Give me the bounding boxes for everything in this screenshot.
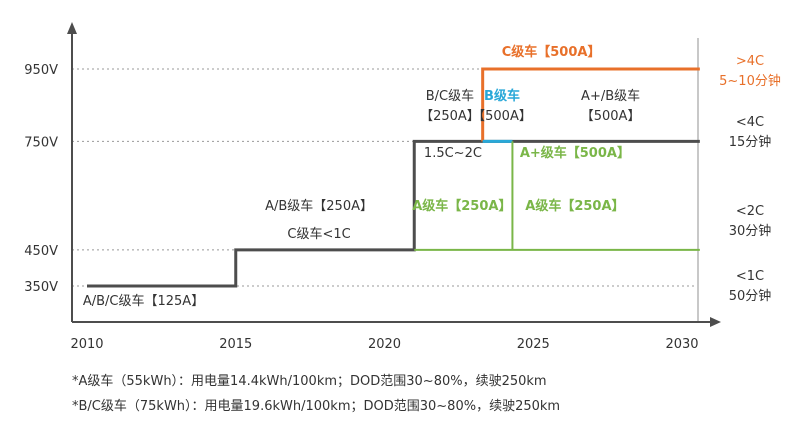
x-tick-label-2025: 2025 (517, 337, 550, 352)
footnote-bc-class: *B/C级车（75kWh）：用电量19.6kWh/100km；DOD范围30~8… (72, 399, 561, 414)
footnote-a-class: *A级车（55kWh）：用电量14.4kWh/100km；DOD范围30~80%… (72, 374, 547, 389)
y-tick-label-950: 950V (24, 63, 58, 78)
y-tick-label-750: 750V (24, 135, 58, 150)
annotation-4: 【250A】 (420, 109, 480, 124)
annotation-1: A/B级车【250A】 (265, 198, 373, 214)
axes: 350V 450V 750V 950V 2010 2015 2020 2025 2030 (24, 22, 721, 352)
annotation-12: A+级车【500A】 (520, 145, 630, 161)
rate-label-2: <2C (736, 204, 764, 219)
x-tick-label-2015: 2015 (219, 337, 252, 352)
annotation-3: B/C级车 (426, 88, 474, 104)
series-line-1 (481, 67, 700, 142)
x-tick-label-2030: 2030 (665, 337, 698, 352)
annotation-9: 【500A】 (472, 109, 532, 124)
annotation-5: 1.5C~2C (424, 146, 482, 161)
rate-label-3: <1C (736, 269, 764, 284)
time-label-1: 15分钟 (729, 134, 772, 150)
annotation-2: C级车<1C (287, 226, 350, 242)
rate-label-0: >4C (736, 54, 764, 69)
annotation-10: A+/B级车 (581, 88, 640, 104)
time-label-3: 50分钟 (729, 288, 772, 304)
y-tick-label-450: 450V (24, 244, 58, 259)
annotation-6: A级车【250A】 (412, 198, 511, 214)
y-tick-label-350: 350V (24, 280, 58, 295)
time-label-2: 30分钟 (729, 223, 772, 239)
annotation-0: A/B/C级车【125A】 (83, 293, 204, 309)
rate-label-1: <4C (736, 115, 764, 130)
y-axis-arrow (67, 22, 77, 34)
annotations: A/B/C级车【125A】 A/B级车【250A】 C级车<1C B/C级车【250A… (83, 44, 781, 309)
time-label-0: 5~10分钟 (719, 73, 781, 89)
annotation-8: B级车 (484, 88, 520, 104)
series-line-0 (87, 139, 700, 288)
x-tick-label-2020: 2020 (368, 337, 401, 352)
annotation-13: A级车【250A】 (525, 198, 624, 214)
annotation-11: 【500A】 (581, 109, 641, 124)
x-tick-label-2010: 2010 (70, 337, 103, 352)
series-lines (87, 67, 700, 288)
x-axis-arrow (710, 317, 721, 327)
annotation-7: C级车【500A】 (502, 44, 601, 60)
grid-lines (72, 38, 699, 322)
